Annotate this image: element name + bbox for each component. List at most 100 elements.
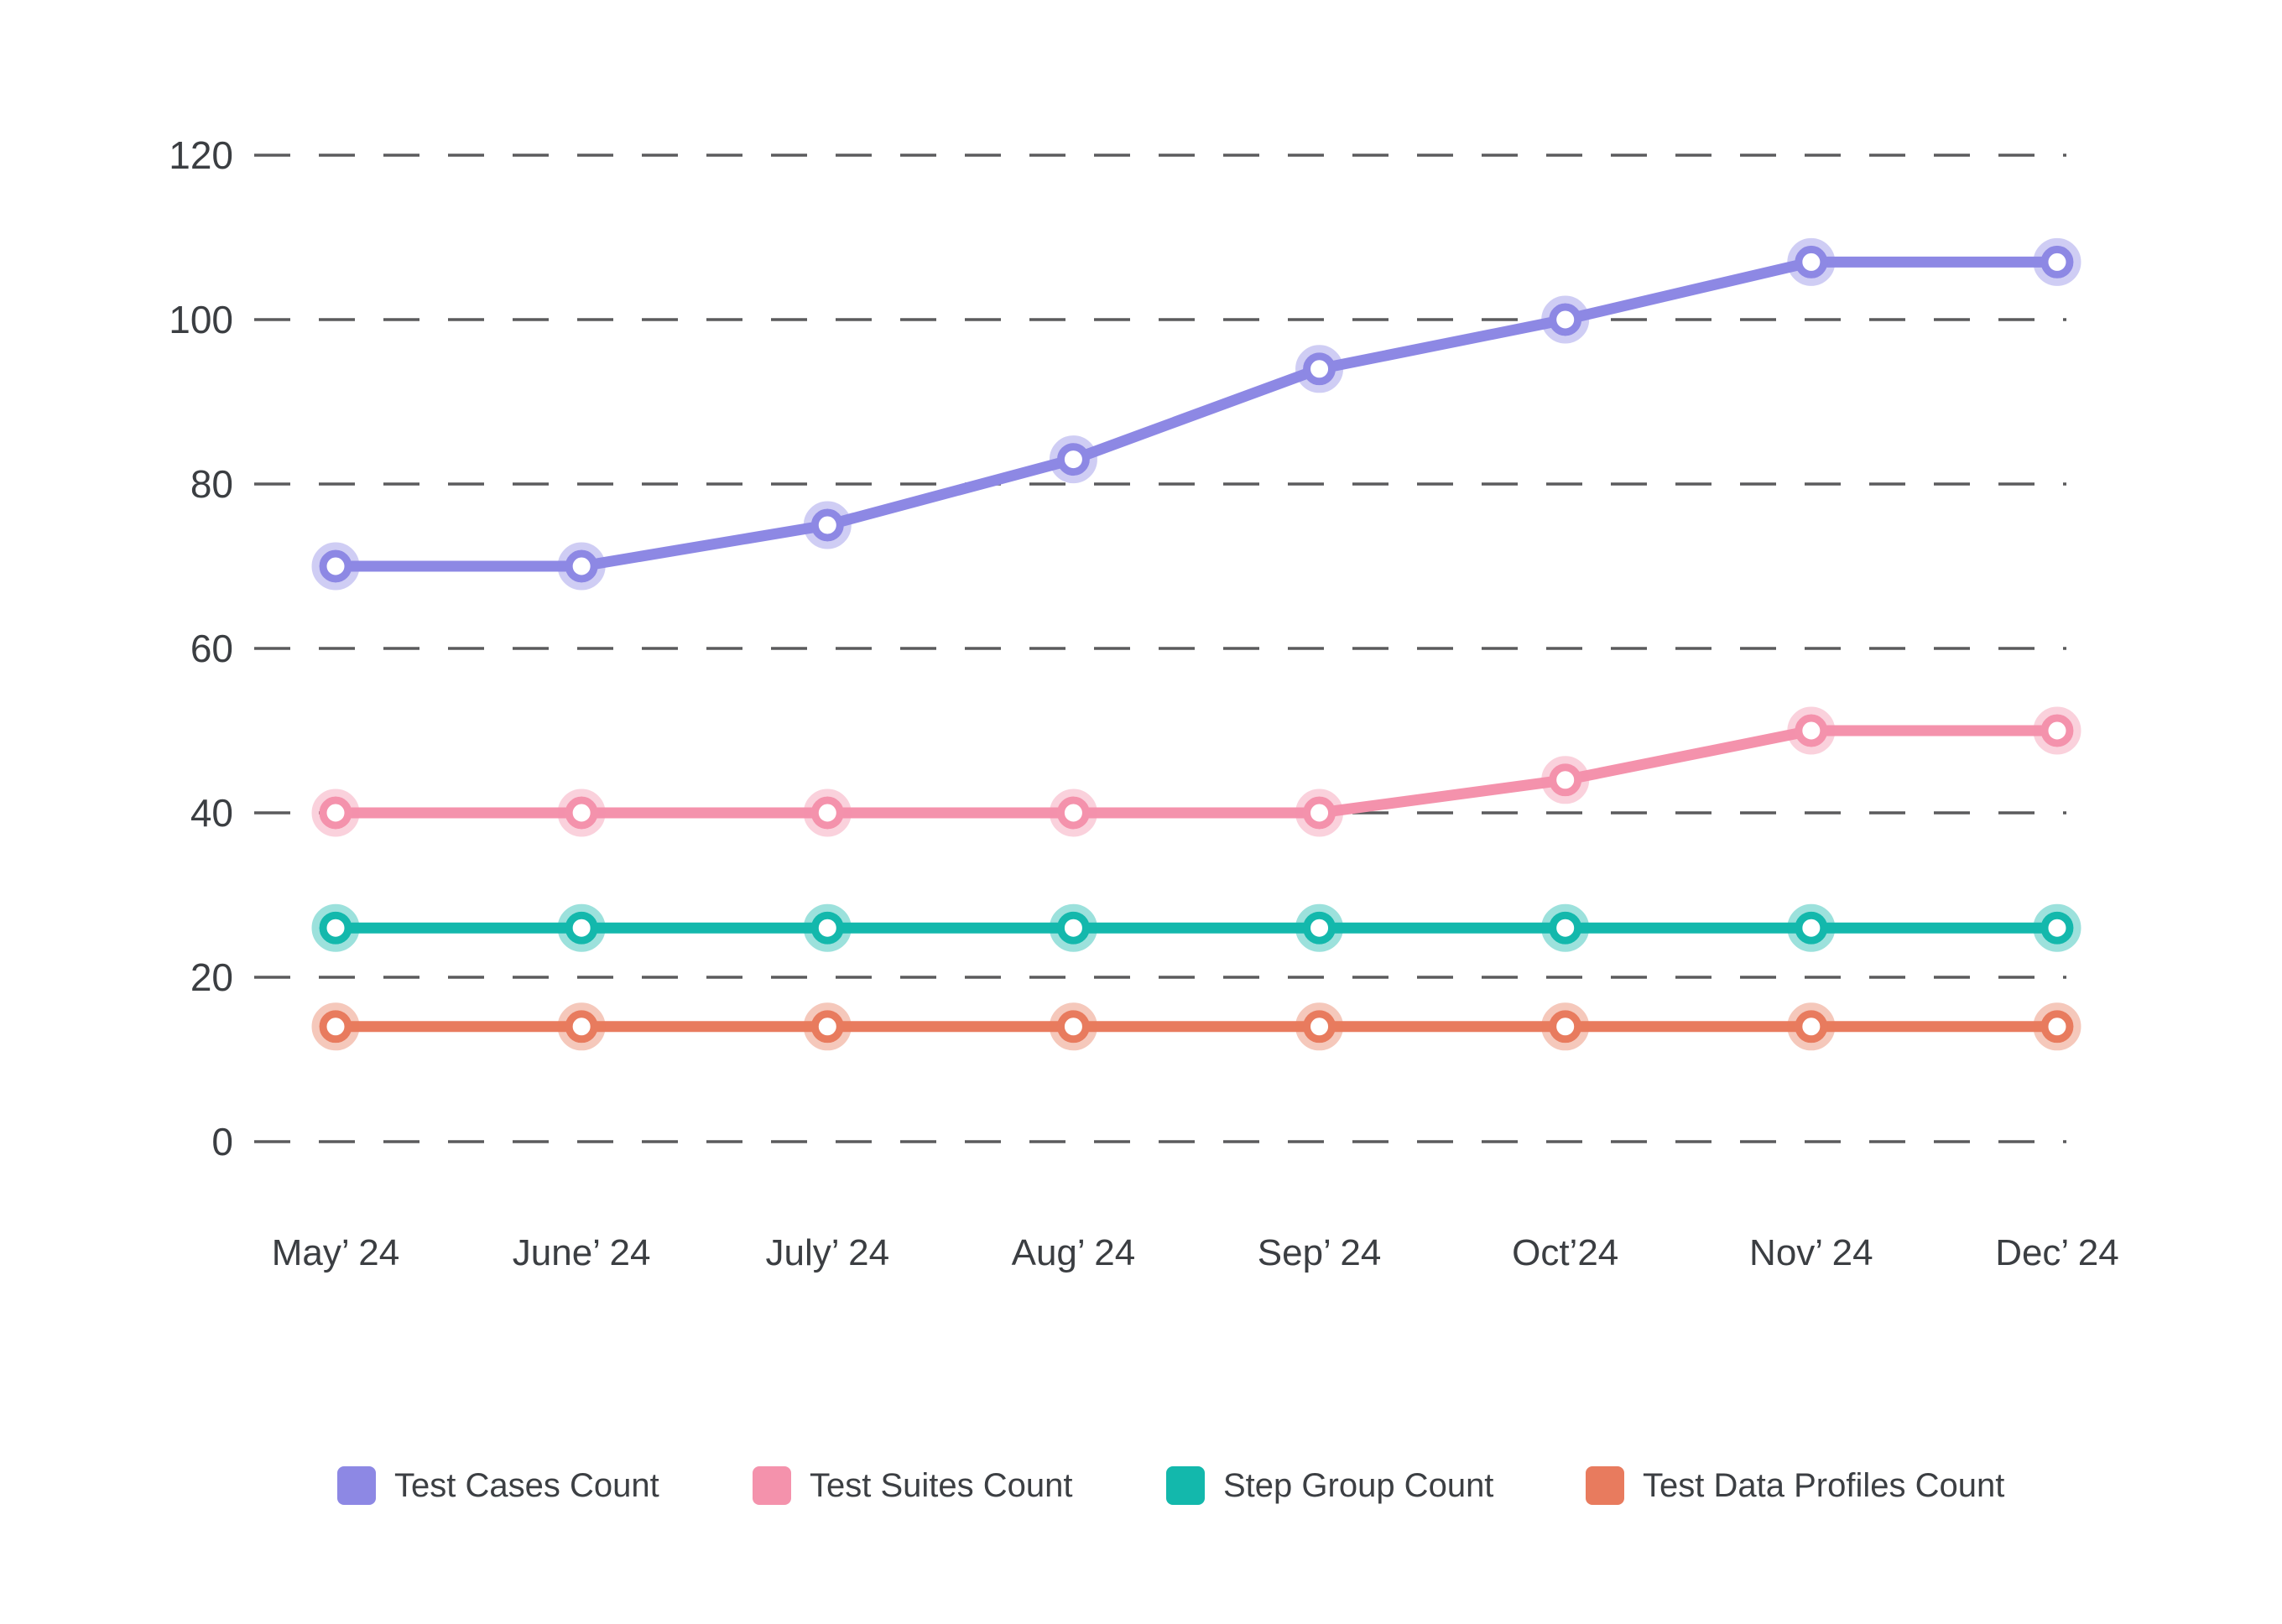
data-point-marker xyxy=(565,549,598,583)
data-point-marker xyxy=(1303,911,1336,945)
x-axis-tick-label: Sep’ 24 xyxy=(1258,1232,1382,1273)
series-line-1 xyxy=(330,725,2063,819)
data-point-halo xyxy=(1049,789,1097,837)
legend-label: Test Suites Count xyxy=(810,1466,1073,1504)
data-point-marker xyxy=(810,796,844,830)
y-axis-tick-label: 20 xyxy=(190,955,233,999)
y-axis-tick-label: 80 xyxy=(190,462,233,506)
data-point-marker xyxy=(565,1010,598,1044)
data-point-marker xyxy=(1549,763,1582,797)
y-axis-tick-label: 120 xyxy=(169,133,233,177)
data-point-halo xyxy=(1295,345,1344,393)
data-point-halo xyxy=(1541,1002,1590,1051)
series-line-0 xyxy=(330,256,2063,572)
data-point-halo xyxy=(557,903,606,952)
series-markers-2 xyxy=(311,903,2081,952)
data-point-halo xyxy=(311,789,360,837)
data-point-marker xyxy=(2040,714,2074,747)
y-axis-tick-label: 40 xyxy=(190,791,233,835)
data-point-halo xyxy=(1787,903,1836,952)
data-point-halo xyxy=(1787,1002,1836,1051)
legend-item-1[interactable]: Test Suites Count xyxy=(753,1466,1073,1505)
x-axis-tick-label: June’ 24 xyxy=(513,1232,651,1273)
data-point-halo xyxy=(1541,903,1590,952)
x-axis-tick-label: Nov’ 24 xyxy=(1749,1232,1873,1273)
data-point-marker xyxy=(2040,1010,2074,1044)
series-markers-0 xyxy=(311,237,2081,591)
data-point-halo xyxy=(2033,706,2081,755)
data-point-marker xyxy=(565,911,598,945)
data-point-marker xyxy=(1795,245,1828,278)
data-point-halo xyxy=(1787,237,1836,286)
legend-item-2[interactable]: Step Group Count xyxy=(1166,1466,1493,1505)
series-markers-3 xyxy=(311,1002,2081,1051)
x-axis-tick-label: May’ 24 xyxy=(272,1232,399,1273)
data-point-marker xyxy=(1056,443,1090,476)
data-point-halo xyxy=(803,903,852,952)
data-point-marker xyxy=(1795,714,1828,747)
data-point-halo xyxy=(2033,237,2081,286)
data-point-halo xyxy=(1295,1002,1344,1051)
series-markers-1 xyxy=(311,706,2081,837)
legend-label: Step Group Count xyxy=(1223,1466,1494,1504)
grid xyxy=(254,154,2066,1143)
x-axis-tick-label: Dec’ 24 xyxy=(1995,1232,2119,1273)
data-point-halo xyxy=(803,501,852,549)
data-point-marker xyxy=(810,1010,844,1044)
data-point-marker xyxy=(810,911,844,945)
x-axis-tick-label: Aug’ 24 xyxy=(1012,1232,1136,1273)
y-axis-tick-label: 100 xyxy=(169,298,233,341)
data-point-halo xyxy=(1049,435,1097,484)
y-axis-tick-label: 60 xyxy=(190,627,233,670)
legend-item-3[interactable]: Test Data Profiles Count xyxy=(1586,1466,2004,1505)
legend-item-0[interactable]: Test Cases Count xyxy=(337,1466,659,1505)
data-point-halo xyxy=(1295,789,1344,837)
data-point-marker xyxy=(319,1010,352,1044)
legend-swatch-icon xyxy=(753,1466,791,1505)
data-point-marker xyxy=(1549,911,1582,945)
data-point-halo xyxy=(2033,1002,2081,1051)
data-point-halo xyxy=(803,1002,852,1051)
data-point-halo xyxy=(557,542,606,591)
data-point-halo xyxy=(1541,756,1590,804)
data-point-marker xyxy=(1549,303,1582,336)
data-point-marker xyxy=(1303,352,1336,386)
legend-label: Test Cases Count xyxy=(394,1466,659,1504)
data-point-marker xyxy=(319,796,352,830)
x-axis: May’ 24 June’ 24 July’ 24 Aug’ 24 Sep’ 24 Oct… xyxy=(272,1232,2119,1273)
data-point-marker xyxy=(1056,796,1090,830)
data-point-halo xyxy=(1787,706,1836,755)
legend-swatch-icon xyxy=(1586,1466,1624,1505)
x-axis-tick-label: Oct’24 xyxy=(1512,1232,1618,1273)
data-point-marker xyxy=(1303,796,1336,830)
data-point-marker xyxy=(319,911,352,945)
data-point-marker xyxy=(810,508,844,542)
data-point-marker xyxy=(2040,245,2074,278)
data-point-halo xyxy=(1049,903,1097,952)
data-point-marker xyxy=(319,549,352,583)
chart-legend: Test Cases Count Test Suites Count Step Gr… xyxy=(0,1466,2282,1517)
data-point-halo xyxy=(311,903,360,952)
legend-swatch-icon xyxy=(1166,1466,1205,1505)
data-point-marker xyxy=(1795,1010,1828,1044)
data-point-halo xyxy=(311,542,360,591)
data-point-marker xyxy=(1303,1010,1336,1044)
data-point-marker xyxy=(1549,1010,1582,1044)
data-point-halo xyxy=(1049,1002,1097,1051)
legend-label: Test Data Profiles Count xyxy=(1643,1466,2005,1504)
data-point-halo xyxy=(803,789,852,837)
data-point-halo xyxy=(311,1002,360,1051)
x-axis-tick-label: July’ 24 xyxy=(765,1232,889,1273)
legend-swatch-icon xyxy=(337,1466,376,1505)
data-point-marker xyxy=(2040,911,2074,945)
data-point-marker xyxy=(1056,911,1090,945)
data-point-marker xyxy=(1795,911,1828,945)
data-point-halo xyxy=(1295,903,1344,952)
data-point-halo xyxy=(1541,295,1590,344)
data-point-marker xyxy=(565,796,598,830)
data-point-halo xyxy=(2033,903,2081,952)
y-axis: 120 100 80 60 40 20 0 xyxy=(169,133,233,1163)
data-point-halo xyxy=(557,1002,606,1051)
